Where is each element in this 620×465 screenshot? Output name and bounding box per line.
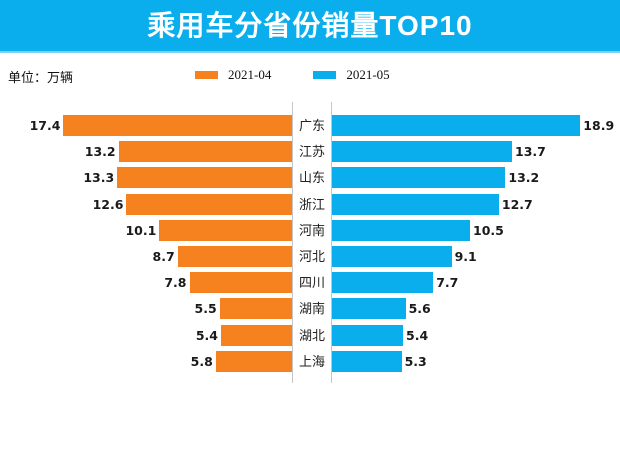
- value-label-2021-05-row6: 7.7: [436, 275, 459, 290]
- value-label-2021-05-row4: 10.5: [473, 223, 504, 238]
- category-label-row2: 山东: [298, 170, 325, 185]
- bar-2021-05-row9: [332, 351, 402, 372]
- value-label-2021-05-row7: 5.6: [408, 301, 431, 316]
- legend-item-2021-05: 2021-05: [313, 67, 390, 83]
- value-label-2021-05-row2: 13.2: [508, 170, 540, 185]
- bar-2021-04-row6: [189, 272, 292, 293]
- value-label-2021-05-row0: 18.9: [583, 118, 615, 133]
- bar-2021-05-row0: [332, 115, 581, 136]
- spine-line-right: [331, 102, 332, 383]
- bar-2021-05-row5: [332, 246, 452, 267]
- category-label-row5: 河北: [298, 249, 325, 264]
- bar-2021-04-row5: [177, 246, 292, 267]
- value-label-2021-04-row7: 5.5: [194, 301, 217, 316]
- bar-2021-05-row8: [332, 325, 403, 346]
- value-label-2021-05-row1: 13.7: [515, 144, 546, 159]
- value-label-2021-04-row3: 12.6: [92, 197, 124, 212]
- bar-2021-05-row7: [332, 298, 406, 319]
- bar-2021-04-row2: [117, 167, 292, 188]
- legend: 2021-04 2021-05: [195, 66, 390, 84]
- value-label-2021-04-row4: 10.1: [125, 223, 157, 238]
- legend-swatch-blue-icon: [313, 71, 337, 79]
- value-label-2021-05-row5: 9.1: [454, 249, 477, 264]
- bar-2021-04-row1: [118, 141, 292, 162]
- value-label-2021-04-row2: 13.3: [83, 170, 115, 185]
- value-label-2021-05-row8: 5.4: [406, 328, 429, 343]
- value-label-2021-05-row9: 5.3: [404, 354, 427, 369]
- bar-2021-05-row4: [332, 220, 470, 241]
- value-label-2021-04-row8: 5.4: [195, 328, 218, 343]
- spine-line-left: [292, 102, 293, 383]
- bar-2021-05-row2: [332, 167, 506, 188]
- legend-label-2021-04: 2021-04: [228, 67, 272, 82]
- category-label-row8: 湖北: [298, 328, 325, 343]
- value-label-2021-04-row9: 5.8: [190, 354, 213, 369]
- bar-2021-04-row4: [159, 220, 292, 241]
- category-label-row0: 广东: [298, 118, 325, 133]
- bar-2021-04-row8: [221, 325, 292, 346]
- bar-2021-05-row6: [332, 272, 434, 293]
- value-label-2021-04-row0: 17.4: [29, 118, 61, 133]
- category-label-row7: 湖南: [298, 301, 325, 316]
- value-label-2021-04-row5: 8.7: [152, 249, 175, 264]
- value-label-2021-05-row3: 12.7: [501, 197, 533, 212]
- category-label-row9: 上海: [298, 354, 325, 369]
- bar-2021-05-row3: [332, 194, 499, 215]
- category-label-row3: 浙江: [298, 197, 325, 212]
- category-label-row4: 河南: [298, 223, 325, 238]
- value-label-2021-04-row1: 13.2: [84, 144, 116, 159]
- legend-label-2021-05: 2021-05: [346, 67, 390, 82]
- value-label-2021-04-row6: 7.8: [164, 275, 187, 290]
- chart-header: 乘用车分省份销量TOP10: [0, 0, 620, 53]
- bar-2021-04-row7: [219, 298, 292, 319]
- legend-swatch-orange-icon: [195, 71, 218, 79]
- legend-item-2021-04: 2021-04: [195, 67, 271, 83]
- category-label-row1: 江苏: [298, 144, 325, 159]
- bar-2021-04-row9: [215, 351, 292, 372]
- bar-2021-04-row0: [63, 115, 292, 136]
- page-title: 乘用车分省份销量TOP10: [147, 10, 473, 41]
- unit-label: 单位：万辆: [8, 70, 74, 85]
- tornado-chart: 17.4 广东 18.9 13.2 江苏 13.7 13.3 山东 13.2 12.6 浙江 12.7…: [0, 102, 620, 383]
- bar-2021-04-row3: [126, 194, 292, 215]
- bar-2021-05-row1: [332, 141, 512, 162]
- category-label-row6: 四川: [298, 275, 325, 290]
